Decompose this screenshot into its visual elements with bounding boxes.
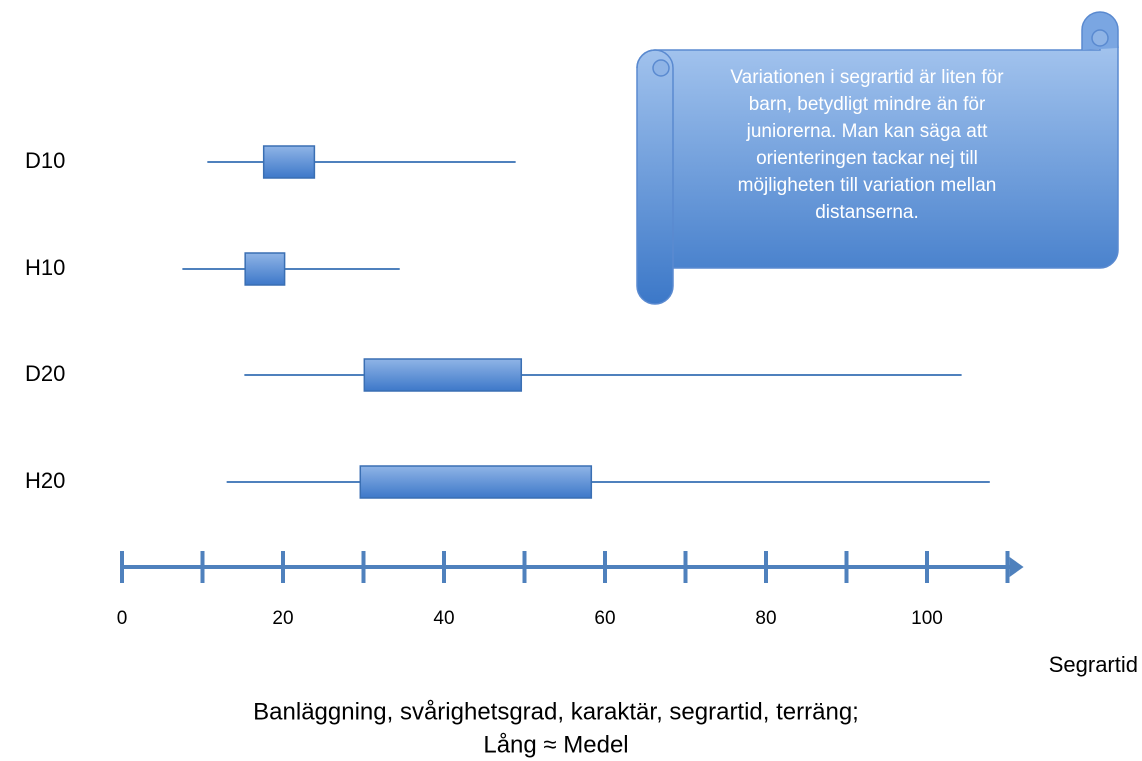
- callout-line: barn, betydligt mindre än för: [749, 94, 986, 115]
- caption-line: Banläggning, svårighetsgrad, karaktär, s…: [253, 698, 859, 725]
- box: [264, 146, 315, 178]
- x-tick-label: 60: [594, 608, 615, 629]
- x-axis-label: Segrartid: [1049, 652, 1138, 677]
- x-tick-label: 0: [117, 608, 128, 629]
- box: [245, 253, 284, 285]
- box: [364, 359, 521, 391]
- x-tick-label: 40: [433, 608, 454, 629]
- caption-line: Lång ≈ Medel: [483, 731, 628, 758]
- category-label: H10: [25, 255, 65, 280]
- callout-line: orienteringen tackar nej till: [756, 148, 978, 169]
- x-tick-label: 20: [272, 608, 293, 629]
- callout-line: Variationen i segrartid är liten för: [730, 67, 1004, 88]
- callout-line: juniorerna. Man kan säga att: [746, 121, 989, 142]
- axis-arrow: [1010, 557, 1024, 577]
- x-tick-label: 80: [755, 608, 776, 629]
- x-tick-label: 100: [911, 608, 943, 629]
- callout-line: distanserna.: [815, 202, 919, 223]
- category-label: D20: [25, 361, 65, 386]
- callout-line: möjligheten till variation mellan: [738, 175, 997, 196]
- chart: Variationen i segrartid är liten för barn…: [0, 0, 1142, 761]
- category-label: H20: [25, 468, 65, 493]
- box: [360, 466, 591, 498]
- category-label: D10: [25, 148, 65, 173]
